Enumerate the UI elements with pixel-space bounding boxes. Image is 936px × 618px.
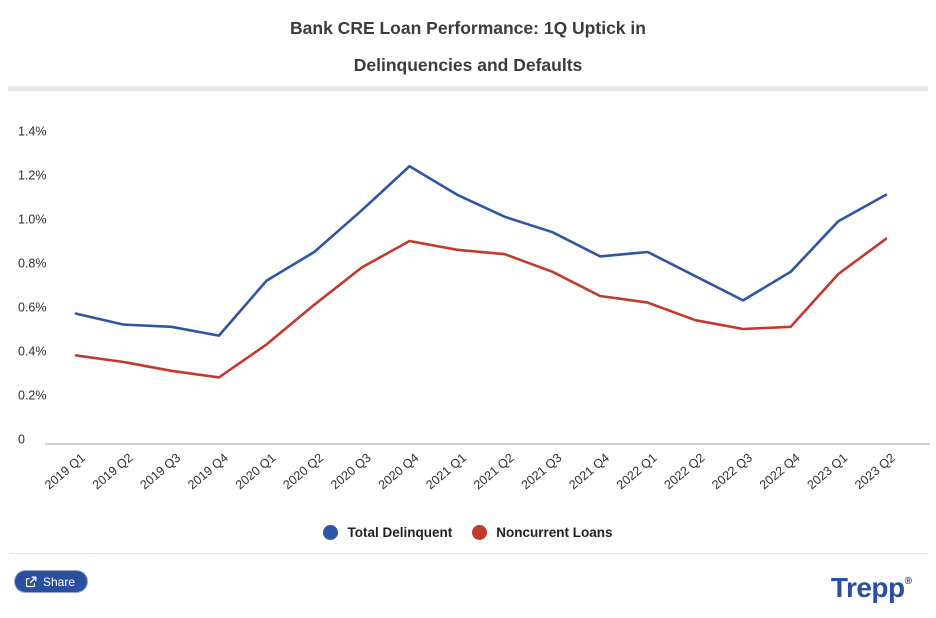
x-axis-tick-label: 2021 Q2 [471,451,517,493]
legend-dot-noncurrent-loans [472,525,488,540]
legend-item-total-delinquent[interactable]: Total Delinquent [323,525,452,540]
y-axis-tick-label: 0.8% [18,257,47,271]
trepp-logo: Trepp® [831,572,912,604]
x-axis-tick-label: 2019 Q4 [185,451,231,493]
x-axis-tick-label: 2021 Q3 [519,451,565,493]
x-axis-tick-label: 2019 Q2 [90,451,136,493]
chart-title: Bank CRE Loan Performance: 1Q Uptick in … [0,10,936,84]
x-axis-tick-label: 2020 Q4 [376,451,422,493]
x-axis-tick-label: 2020 Q3 [328,451,374,493]
y-axis-tick-label: 1.2% [18,169,47,183]
x-axis-tick-label: 2021 Q4 [566,451,612,493]
x-axis-tick-label: 2022 Q2 [662,451,708,493]
x-axis-tick-label: 2020 Q1 [233,451,279,493]
legend-dot-total-delinquent [323,525,339,540]
line-chart: 00.2%0.4%0.6%0.8%1.0%1.2%1.4%2019 Q1 2019… [18,125,930,493]
trepp-logo-text: Trepp [830,572,905,603]
chart-legend: Total Delinquent Noncurrent Loans [0,525,936,540]
y-axis-tick-label: 0.4% [18,345,47,359]
footer-divider [10,553,928,554]
x-axis-tick-label: 2023 Q1 [805,451,851,493]
chart-title-line1: Bank CRE Loan Performance: 1Q Uptick in [290,18,646,38]
chart-title-line2: Delinquencies and Defaults [353,55,583,75]
series-line-total-delinquent [74,164,888,337]
y-axis-tick-label: 0.2% [18,389,47,403]
registered-mark: ® [904,576,912,587]
y-axis-tick-label: 1.4% [18,125,47,139]
x-axis-tick-label: 2022 Q1 [614,451,660,493]
series-line-noncurrent-loans [74,237,888,379]
y-axis-tick-label: 0.6% [18,301,47,315]
legend-label-noncurrent-loans: Noncurrent Loans [496,525,613,540]
x-axis-tick-label: 2021 Q1 [423,451,469,493]
share-button[interactable]: Share [14,570,89,593]
legend-label-total-delinquent: Total Delinquent [347,525,453,540]
legend-item-noncurrent-loans[interactable]: Noncurrent Loans [472,525,613,540]
title-divider [8,86,928,91]
share-button-label: Share [43,574,76,589]
x-axis-tick-label: 2020 Q2 [280,451,326,493]
x-axis-tick-label: 2022 Q3 [709,451,755,493]
x-axis-tick-label: 2023 Q2 [852,451,898,493]
y-axis-tick-label: 0 [18,433,25,447]
y-axis-tick-label: 1.0% [18,213,47,227]
share-icon [25,576,37,587]
x-axis-tick-label: 2022 Q4 [757,451,803,493]
x-axis-tick-label: 2019 Q1 [42,451,88,493]
x-axis-tick-label: 2019 Q3 [137,451,183,493]
